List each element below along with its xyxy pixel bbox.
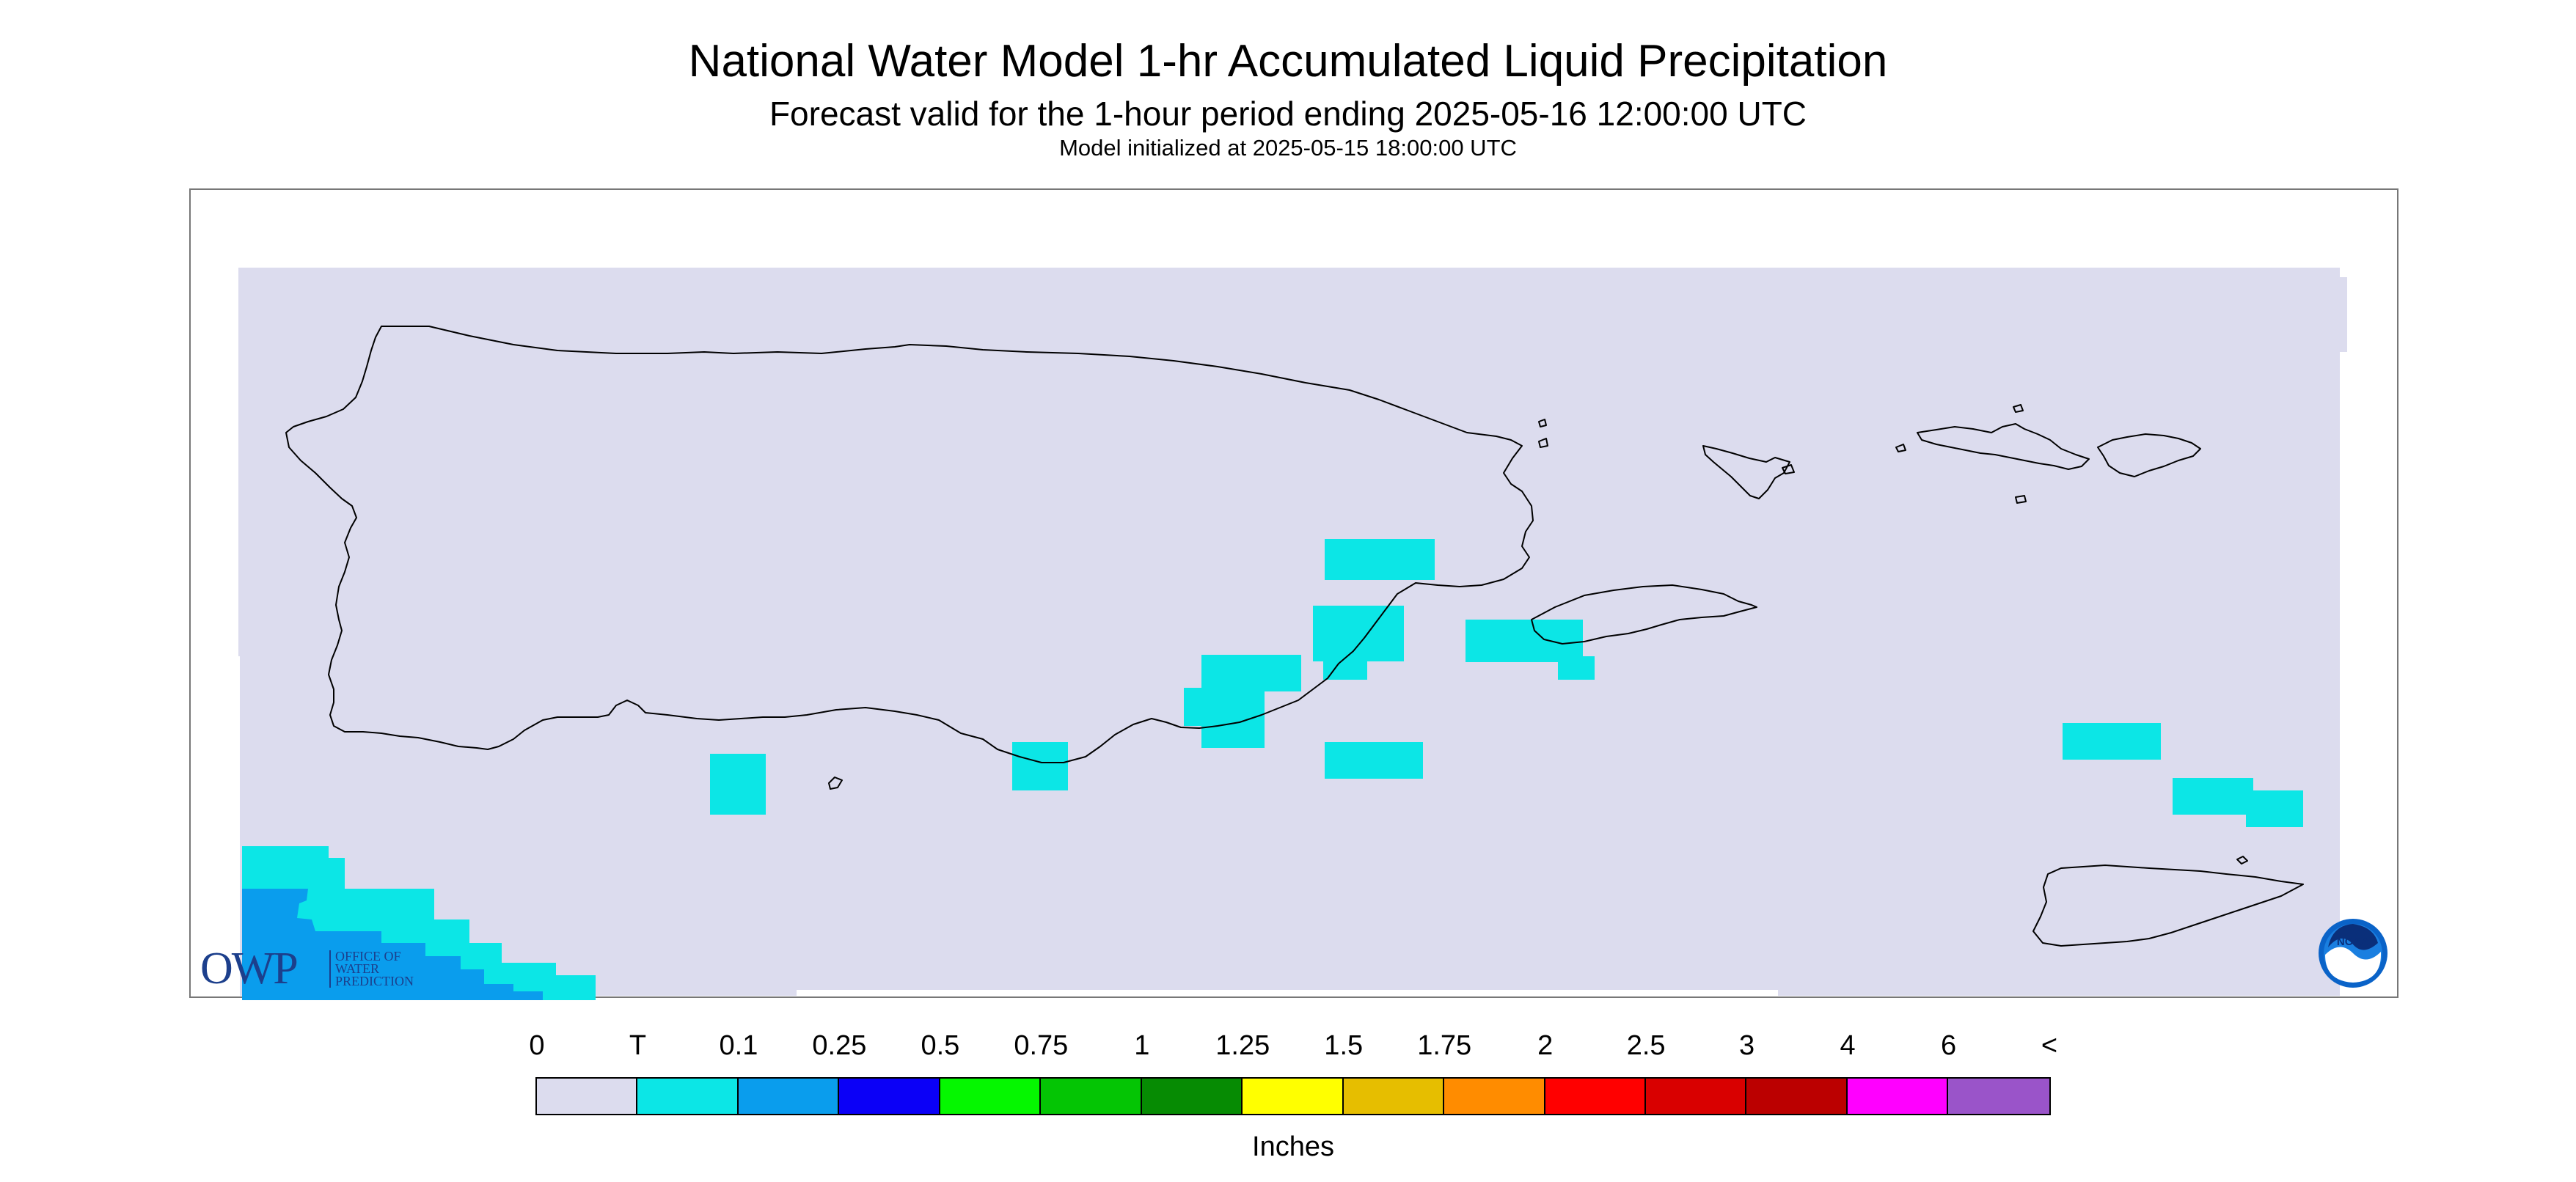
- legend-tick-label: 0.75: [1014, 1030, 1069, 1061]
- legend-swatch: [1847, 1079, 1949, 1114]
- legend-tick-label: 0: [529, 1030, 545, 1061]
- noaa-logo: NOAA: [2318, 918, 2388, 988]
- legend-swatch: [1645, 1079, 1747, 1114]
- owp-line-2: WATER: [335, 961, 379, 976]
- legend-tick-label: T: [629, 1030, 647, 1061]
- noaa-logo-text: NOAA: [2336, 936, 2370, 948]
- legend-swatch: [1041, 1079, 1142, 1114]
- owp-logo-letters: OWP: [200, 944, 299, 994]
- legend-swatch: [1545, 1079, 1646, 1114]
- noaa-emblem-icon: [2319, 919, 2387, 988]
- legend-swatch: [1243, 1079, 1344, 1114]
- coastlines: [285, 326, 2304, 947]
- puerto-rico-outline: [285, 326, 1534, 763]
- legend-tick-label: 2.5: [1626, 1030, 1666, 1061]
- st-croix-outline: [2032, 865, 2304, 947]
- st-thomas-outline: [1917, 423, 2090, 470]
- culebrita-outline: [1782, 464, 1795, 474]
- legend-tick-label: 0.1: [719, 1030, 758, 1061]
- legend: 0 T 0.1 0.25 0.5 0.75 1 1.25 1.5 1.75 2 2.5 3 4 6 < Inc…: [529, 1030, 2057, 1162]
- small-cay-2: [2013, 404, 2024, 413]
- legend-units: Inches: [1252, 1131, 1334, 1162]
- legend-swatch: [1444, 1079, 1545, 1114]
- legend-tick-label: 0.25: [812, 1030, 867, 1061]
- owp-line-1: OFFICE OF: [335, 949, 401, 963]
- owp-line-3: PREDICTION: [335, 974, 414, 988]
- zero-precip-field: [238, 268, 2347, 996]
- small-cay-4: [1538, 419, 1547, 427]
- legend-swatch: [537, 1079, 638, 1114]
- map-subtitle: Forecast valid for the 1-hour period end…: [769, 95, 1807, 133]
- legend-tick-label: 4: [1840, 1030, 1856, 1061]
- legend-tick-label: 1: [1134, 1030, 1150, 1061]
- legend-tick-label: 1.5: [1324, 1030, 1364, 1061]
- legend-colorbar: [535, 1077, 2051, 1115]
- legend-tick-label: 3: [1739, 1030, 1755, 1061]
- buck-island-outline: [2236, 856, 2248, 865]
- legend-tick-label: 1.75: [1417, 1030, 1472, 1061]
- legend-swatch: [1746, 1079, 1848, 1114]
- legend-swatch: [637, 1079, 739, 1114]
- map-title: National Water Model 1-hr Accumulated Li…: [688, 36, 1888, 87]
- model-init-line: Model initialized at 2025-05-15 18:00:00…: [1059, 135, 1517, 161]
- legend-swatch: [1948, 1079, 2049, 1114]
- small-cay-5: [1538, 438, 1548, 448]
- desecheo-outline: [828, 777, 843, 790]
- legend-swatch: [940, 1079, 1042, 1114]
- legend-swatch: [839, 1079, 940, 1114]
- legend-tick-label: 6: [1940, 1030, 1957, 1061]
- legend-tick-label: 0.5: [921, 1030, 960, 1061]
- vieques-outline: [1531, 584, 1757, 645]
- legend-swatch: [738, 1079, 840, 1114]
- legend-tick-label: 1.25: [1215, 1030, 1270, 1061]
- light-precip-cells: [242, 889, 543, 1000]
- st-john-outline: [2097, 433, 2201, 477]
- owp-logo: OWP OFFICE OF WATER PREDICTION: [200, 943, 442, 994]
- owp-logo-text: OFFICE OF WATER PREDICTION: [329, 950, 414, 988]
- legend-tick-label: <: [2041, 1030, 2058, 1061]
- legend-swatch: [1343, 1079, 1445, 1114]
- small-cay-1: [1895, 444, 1906, 452]
- legend-swatch: [1141, 1079, 1243, 1114]
- legend-tick-label: 2: [1537, 1030, 1554, 1061]
- culebra-outline: [1702, 445, 1790, 499]
- small-cay-3: [2015, 495, 2027, 504]
